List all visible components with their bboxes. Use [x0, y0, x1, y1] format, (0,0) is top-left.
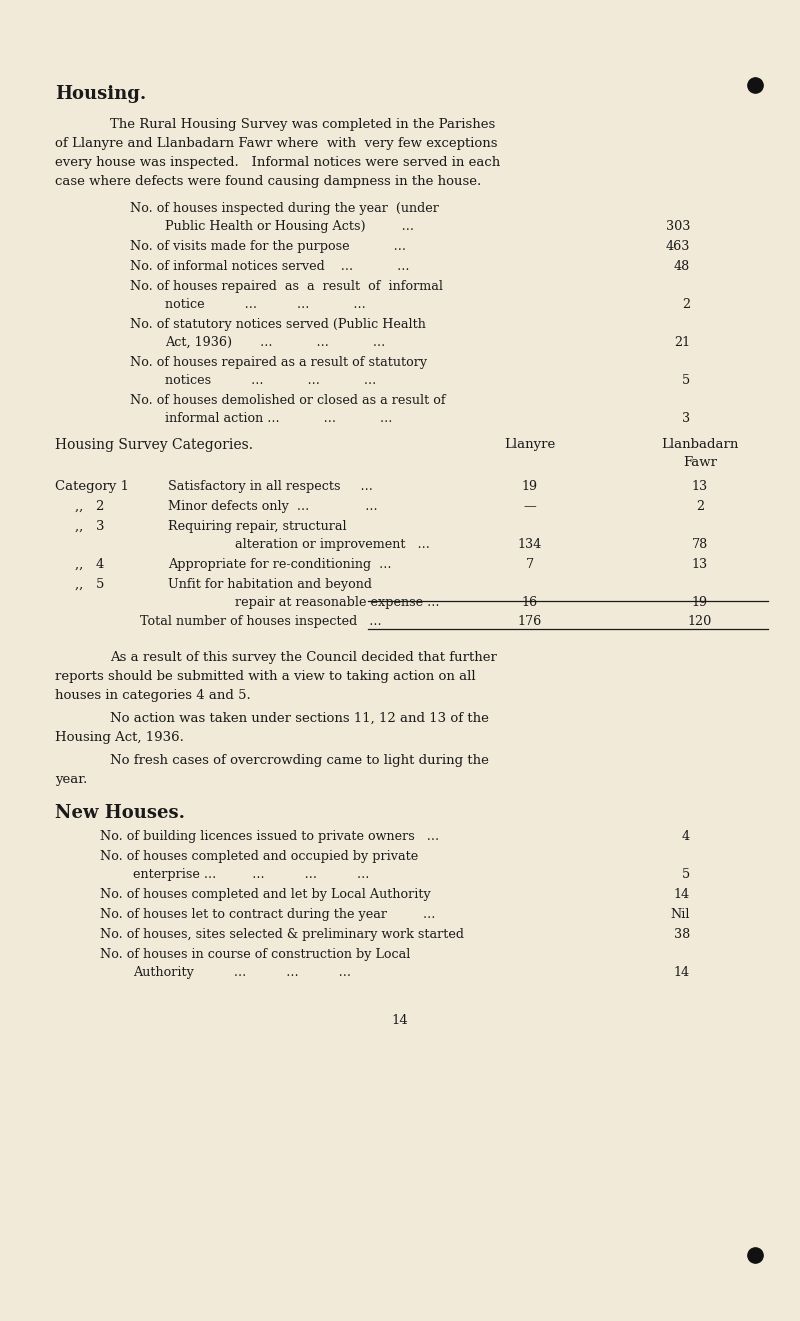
Text: 19: 19 — [692, 596, 708, 609]
Text: Satisfactory in all respects     ...: Satisfactory in all respects ... — [168, 480, 373, 493]
Text: informal action ...           ...           ...: informal action ... ... ... — [165, 412, 392, 425]
Text: alteration or improvement   ...: alteration or improvement ... — [235, 538, 430, 551]
Text: No. of houses inspected during the year  (under: No. of houses inspected during the year … — [130, 202, 439, 215]
Text: No. of houses completed and occupied by private: No. of houses completed and occupied by … — [100, 849, 418, 863]
Text: Llanyre: Llanyre — [504, 439, 556, 450]
Text: 19: 19 — [522, 480, 538, 493]
Text: No. of houses repaired  as  a  result  of  informal: No. of houses repaired as a result of in… — [130, 280, 443, 293]
Text: 48: 48 — [674, 260, 690, 273]
Text: No action was taken under sections 11, 12 and 13 of the: No action was taken under sections 11, 1… — [110, 712, 489, 725]
Text: 5: 5 — [682, 868, 690, 881]
Text: 463: 463 — [666, 240, 690, 254]
Text: 120: 120 — [688, 616, 712, 627]
Text: No. of informal notices served    ...           ...: No. of informal notices served ... ... — [130, 260, 410, 273]
Text: repair at reasonable expense ...: repair at reasonable expense ... — [235, 596, 439, 609]
Text: No. of visits made for the purpose           ...: No. of visits made for the purpose ... — [130, 240, 406, 254]
Text: 21: 21 — [674, 336, 690, 349]
Text: Authority          ...          ...          ...: Authority ... ... ... — [133, 966, 351, 979]
Text: New Houses.: New Houses. — [55, 804, 185, 822]
Text: ,,   3: ,, 3 — [75, 520, 105, 532]
Text: Fawr: Fawr — [683, 456, 717, 469]
Text: every house was inspected.   Informal notices were served in each: every house was inspected. Informal noti… — [55, 156, 500, 169]
Text: 13: 13 — [692, 480, 708, 493]
Text: Requiring repair, structural: Requiring repair, structural — [168, 520, 346, 532]
Text: No. of houses let to contract during the year         ...: No. of houses let to contract during the… — [100, 908, 435, 921]
Text: No. of houses, sites selected & preliminary work started: No. of houses, sites selected & prelimin… — [100, 927, 464, 941]
Text: ,,   4: ,, 4 — [75, 557, 104, 571]
Text: 303: 303 — [666, 221, 690, 232]
Text: 13: 13 — [692, 557, 708, 571]
Text: Appropriate for re-conditioning  ...: Appropriate for re-conditioning ... — [168, 557, 391, 571]
Text: 176: 176 — [518, 616, 542, 627]
Text: 14: 14 — [674, 888, 690, 901]
Text: case where defects were found causing dampness in the house.: case where defects were found causing da… — [55, 174, 482, 188]
Text: 7: 7 — [526, 557, 534, 571]
Text: Public Health or Housing Acts)         ...: Public Health or Housing Acts) ... — [165, 221, 414, 232]
Text: Category 1: Category 1 — [55, 480, 129, 493]
Text: 2: 2 — [682, 299, 690, 310]
Text: houses in categories 4 and 5.: houses in categories 4 and 5. — [55, 690, 250, 701]
Text: of Llanyre and Llanbadarn Fawr where  with  very few exceptions: of Llanyre and Llanbadarn Fawr where wit… — [55, 137, 498, 151]
Text: enterprise ...         ...          ...          ...: enterprise ... ... ... ... — [133, 868, 370, 881]
Text: notices          ...           ...           ...: notices ... ... ... — [165, 374, 376, 387]
Text: —: — — [524, 501, 536, 513]
Text: notice          ...          ...           ...: notice ... ... ... — [165, 299, 366, 310]
Text: Act, 1936)       ...           ...           ...: Act, 1936) ... ... ... — [165, 336, 386, 349]
Text: Housing Act, 1936.: Housing Act, 1936. — [55, 731, 184, 744]
Text: No. of building licences issued to private owners   ...: No. of building licences issued to priva… — [100, 830, 439, 843]
Text: Housing.: Housing. — [55, 85, 146, 103]
Text: Llanbadarn: Llanbadarn — [662, 439, 738, 450]
Text: No. of houses repaired as a result of statutory: No. of houses repaired as a result of st… — [130, 355, 427, 369]
Text: 5: 5 — [682, 374, 690, 387]
Text: As a result of this survey the Council decided that further: As a result of this survey the Council d… — [110, 651, 497, 664]
Text: No. of houses completed and let by Local Authority: No. of houses completed and let by Local… — [100, 888, 430, 901]
Text: ,,   5: ,, 5 — [75, 579, 104, 590]
Text: 134: 134 — [518, 538, 542, 551]
Text: 14: 14 — [392, 1015, 408, 1026]
Text: 4: 4 — [682, 830, 690, 843]
Text: 16: 16 — [522, 596, 538, 609]
Text: Total number of houses inspected   ...: Total number of houses inspected ... — [140, 616, 382, 627]
Text: Minor defects only  ...              ...: Minor defects only ... ... — [168, 501, 378, 513]
Text: No fresh cases of overcrowding came to light during the: No fresh cases of overcrowding came to l… — [110, 754, 489, 768]
Text: reports should be submitted with a view to taking action on all: reports should be submitted with a view … — [55, 670, 476, 683]
Text: 14: 14 — [674, 966, 690, 979]
Text: No. of houses in course of construction by Local: No. of houses in course of construction … — [100, 948, 410, 960]
Text: The Rural Housing Survey was completed in the Parishes: The Rural Housing Survey was completed i… — [110, 118, 495, 131]
Text: No. of houses demolished or closed as a result of: No. of houses demolished or closed as a … — [130, 394, 446, 407]
Text: ,,   2: ,, 2 — [75, 501, 104, 513]
Text: No. of statutory notices served (Public Health: No. of statutory notices served (Public … — [130, 318, 426, 332]
Text: 78: 78 — [692, 538, 708, 551]
Text: Housing Survey Categories.: Housing Survey Categories. — [55, 439, 253, 452]
Text: 38: 38 — [674, 927, 690, 941]
Text: year.: year. — [55, 773, 87, 786]
Text: 3: 3 — [682, 412, 690, 425]
Text: Unfit for habitation and beyond: Unfit for habitation and beyond — [168, 579, 372, 590]
Text: 2: 2 — [696, 501, 704, 513]
Text: Nil: Nil — [670, 908, 690, 921]
